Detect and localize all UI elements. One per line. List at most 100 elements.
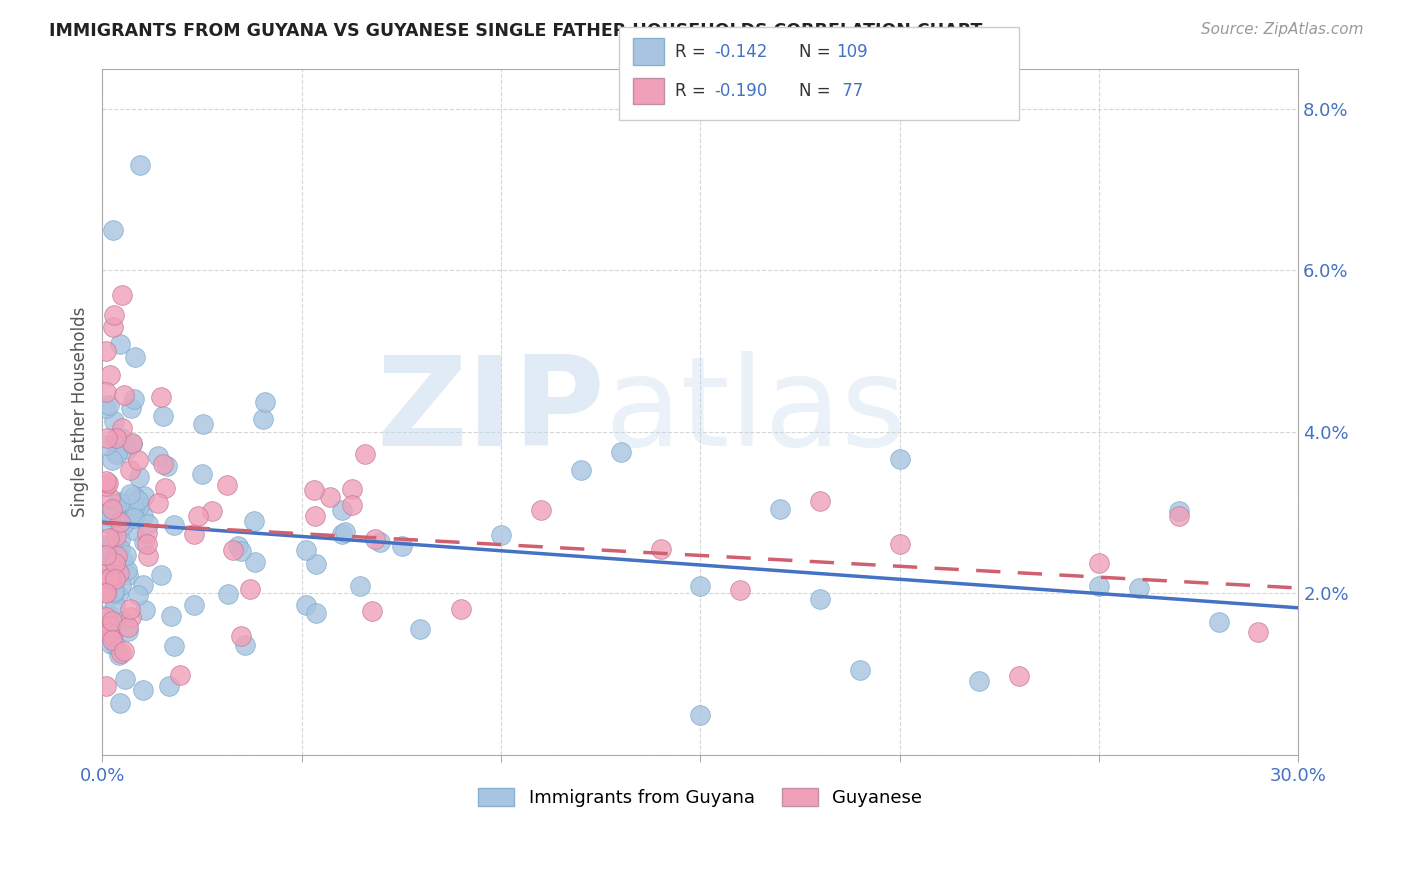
Point bbox=[193, 417, 215, 431]
Point bbox=[160, 608, 183, 623]
Point bbox=[108, 337, 131, 351]
Point bbox=[138, 549, 160, 563]
Point bbox=[808, 591, 831, 606]
Point bbox=[118, 486, 141, 500]
Point bbox=[112, 388, 135, 402]
Point bbox=[96, 508, 118, 523]
Point bbox=[103, 586, 125, 600]
Point bbox=[108, 495, 131, 509]
Point bbox=[121, 437, 143, 451]
Point bbox=[96, 679, 118, 693]
Point bbox=[148, 449, 170, 463]
Point bbox=[132, 509, 155, 524]
Point bbox=[96, 548, 118, 562]
Point bbox=[221, 542, 243, 557]
Point bbox=[201, 504, 224, 518]
Point bbox=[121, 435, 143, 450]
Point bbox=[187, 508, 209, 523]
Point bbox=[120, 401, 142, 416]
Point bbox=[97, 476, 120, 491]
Point bbox=[96, 586, 118, 600]
Point bbox=[1088, 579, 1111, 593]
Point bbox=[169, 668, 191, 682]
Text: 109: 109 bbox=[837, 43, 868, 61]
Point bbox=[98, 625, 121, 640]
Point bbox=[333, 524, 356, 539]
Point bbox=[148, 496, 170, 510]
Point bbox=[104, 573, 127, 587]
Point bbox=[127, 493, 149, 508]
Point bbox=[217, 587, 239, 601]
Point bbox=[114, 548, 136, 562]
Point bbox=[107, 566, 129, 580]
Point bbox=[108, 541, 131, 556]
Point bbox=[105, 447, 128, 461]
Point bbox=[96, 545, 118, 559]
Point bbox=[111, 287, 134, 301]
Point bbox=[96, 572, 118, 586]
Point bbox=[163, 640, 186, 654]
Point bbox=[609, 445, 631, 459]
Point bbox=[391, 539, 413, 553]
Point bbox=[1208, 615, 1230, 630]
Point bbox=[769, 502, 792, 516]
Point bbox=[103, 583, 125, 598]
Point bbox=[112, 614, 135, 628]
Point bbox=[689, 579, 711, 593]
Text: -0.142: -0.142 bbox=[714, 43, 768, 61]
Point bbox=[101, 320, 124, 334]
Point bbox=[215, 478, 238, 492]
Point bbox=[110, 495, 132, 509]
Point bbox=[305, 558, 328, 572]
Point bbox=[107, 587, 129, 601]
Text: N =: N = bbox=[799, 43, 835, 61]
Point bbox=[149, 390, 172, 404]
Point bbox=[305, 606, 328, 620]
Point bbox=[1247, 624, 1270, 639]
Point bbox=[1128, 581, 1150, 595]
Point bbox=[157, 679, 180, 693]
Point bbox=[349, 579, 371, 593]
Text: -0.190: -0.190 bbox=[714, 82, 768, 100]
Point bbox=[117, 624, 139, 638]
Point bbox=[243, 514, 266, 528]
Point bbox=[138, 516, 160, 531]
Point bbox=[1008, 669, 1031, 683]
Point bbox=[101, 629, 124, 643]
Point bbox=[122, 392, 145, 407]
Point bbox=[229, 629, 252, 643]
Point bbox=[112, 554, 135, 568]
Point bbox=[100, 637, 122, 651]
Point bbox=[108, 696, 131, 710]
Point bbox=[100, 509, 122, 524]
Point bbox=[450, 602, 472, 616]
Point bbox=[108, 533, 131, 548]
Point bbox=[134, 602, 156, 616]
Point bbox=[489, 528, 512, 542]
Point bbox=[110, 578, 132, 592]
Point bbox=[332, 526, 354, 541]
Point bbox=[155, 458, 177, 473]
Text: 77: 77 bbox=[837, 82, 863, 100]
Point bbox=[252, 412, 274, 426]
Point bbox=[100, 619, 122, 633]
Point bbox=[96, 401, 118, 416]
Text: N =: N = bbox=[799, 82, 835, 100]
Point bbox=[124, 350, 146, 364]
Point bbox=[319, 490, 342, 504]
Point bbox=[889, 452, 911, 467]
Text: atlas: atlas bbox=[605, 351, 907, 472]
Point bbox=[112, 517, 135, 532]
Point bbox=[1167, 509, 1189, 524]
Point bbox=[368, 535, 391, 549]
Point bbox=[243, 555, 266, 569]
Point bbox=[105, 549, 128, 563]
Point bbox=[136, 525, 159, 540]
Point bbox=[114, 672, 136, 686]
Point bbox=[304, 508, 326, 523]
Point bbox=[132, 534, 155, 549]
Point bbox=[103, 308, 125, 322]
Point bbox=[97, 559, 120, 574]
Point bbox=[330, 503, 353, 517]
Point bbox=[111, 421, 134, 435]
